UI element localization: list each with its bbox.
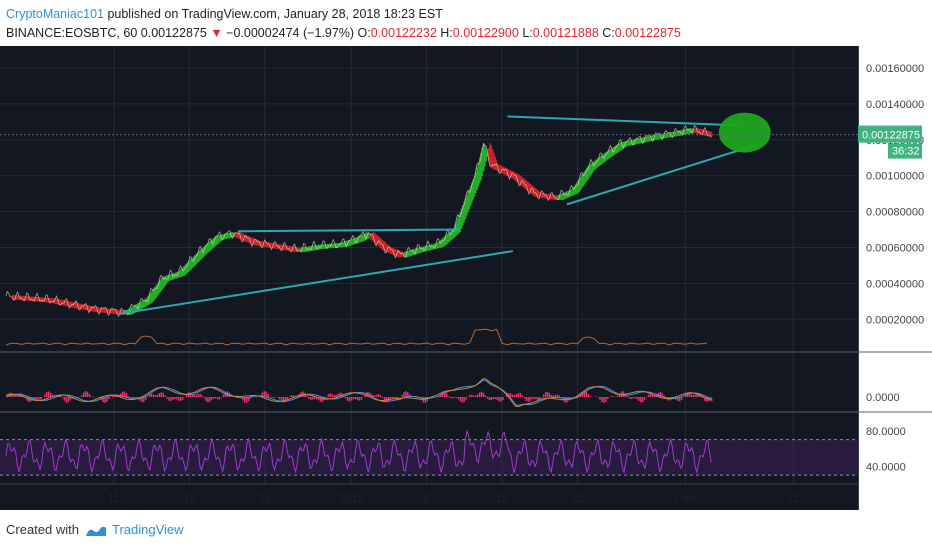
x-tick-label: 18 [183, 491, 197, 505]
resistance-line-2 [507, 115, 740, 127]
rsi-y-tick-label: 40.0000 [866, 461, 906, 473]
close-value: 0.00122875 [614, 26, 681, 40]
chart-canvas[interactable]: 11 18 25 2018 8 15 22 Feb 12 0.00160000 0.00140000… [0, 46, 932, 510]
chart-area[interactable]: 11 18 25 2018 8 15 22 Feb 12 0.00160000 0.00140000… [0, 46, 932, 510]
resistance-line-1 [237, 228, 459, 233]
published-text: published on TradingView.com, January 28… [103, 7, 443, 21]
tradingview-brand[interactable]: TradingView [112, 522, 184, 537]
tradingview-logo-icon [86, 526, 106, 536]
open-label: O: [357, 26, 371, 40]
y-tick-label: 0.00100000 [866, 171, 924, 183]
x-tick-label: 25 [258, 491, 272, 505]
rsi-y-tick-label: 80.0000 [866, 426, 906, 438]
price-axis-border [858, 46, 859, 510]
x-tick-label: 11 [108, 491, 121, 505]
close-label: C: [602, 26, 615, 40]
x-tick-label: 8 [423, 491, 430, 505]
open-value: 0.00122232 [370, 26, 437, 40]
down-arrow-icon: ▼ [210, 26, 223, 40]
x-tick-label: 15 [495, 491, 509, 505]
chart-header: CryptoManiac101 published on TradingView… [0, 0, 932, 46]
rsi-line [5, 429, 712, 475]
plot-background [0, 46, 858, 510]
symbol-line: BINANCE:EOSBTC, 60 0.00122875 ▼ −0.00002… [6, 26, 681, 40]
price-tag [858, 125, 922, 143]
x-tick-label: 22 [571, 491, 585, 505]
countdown-label: 36:32 [892, 146, 920, 158]
symbol-label: BINANCE:EOSBTC, 60 [6, 26, 138, 40]
low-label: L: [522, 26, 533, 40]
price-change: −0.00002474 (−1.97%) [226, 26, 355, 40]
support-line-1 [119, 250, 514, 315]
created-with-text: Created with [6, 522, 79, 537]
publish-line: CryptoManiac101 published on TradingView… [6, 7, 443, 21]
macd-y-tick-label: 0.0000 [866, 392, 900, 404]
macd-signal-line [5, 378, 713, 408]
volume-line [5, 328, 708, 346]
price-line [5, 124, 712, 318]
last-price: 0.00122875 [140, 26, 207, 40]
y-tick-label: 0.00140000 [866, 99, 924, 111]
y-tick-label: 0.00160000 [866, 63, 924, 75]
author-link[interactable]: CryptoManiac101 [6, 7, 104, 21]
low-value: 0.00121888 [532, 26, 599, 40]
y-tick-label: 0.00080000 [866, 207, 924, 219]
y-tick-label: 0.00060000 [866, 242, 924, 254]
y-tick-label: 0.00040000 [866, 278, 924, 290]
high-value: 0.00122900 [452, 26, 519, 40]
target-zone-ellipse [718, 112, 771, 153]
chart-footer: Created with TradingView [0, 510, 932, 550]
support-line-2 [566, 144, 756, 206]
x-tick-label: 2018 [338, 491, 365, 505]
x-tick-label: 12 [787, 491, 801, 505]
y-tick-label: 0.00020000 [866, 314, 924, 326]
price-tag-label: 0.00122875 [862, 130, 920, 142]
high-label: H: [440, 26, 453, 40]
countdown-tag [888, 143, 922, 159]
x-tick-label: Feb [675, 491, 696, 505]
